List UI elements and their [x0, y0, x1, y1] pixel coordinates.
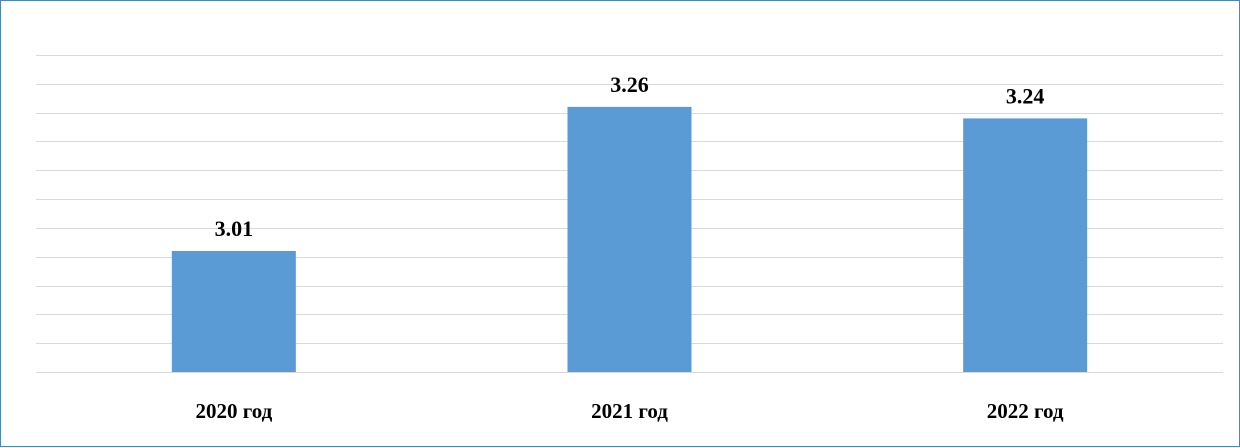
data-label: 3.01 — [215, 216, 254, 241]
x-tick-label: 2021 год — [591, 399, 668, 423]
bar — [963, 118, 1088, 373]
data-labels: 3.01 3.26 3.24 — [215, 72, 1045, 241]
bars — [171, 106, 1088, 373]
x-tick-label: 2020 год — [195, 399, 272, 423]
data-label: 3.26 — [610, 72, 649, 97]
bar — [567, 106, 692, 372]
data-label: 3.24 — [1006, 83, 1045, 108]
x-axis: 2020 год 2021 год 2022 год — [36, 372, 1223, 423]
bar — [171, 250, 296, 372]
x-tick-label: 2022 год — [987, 399, 1064, 423]
